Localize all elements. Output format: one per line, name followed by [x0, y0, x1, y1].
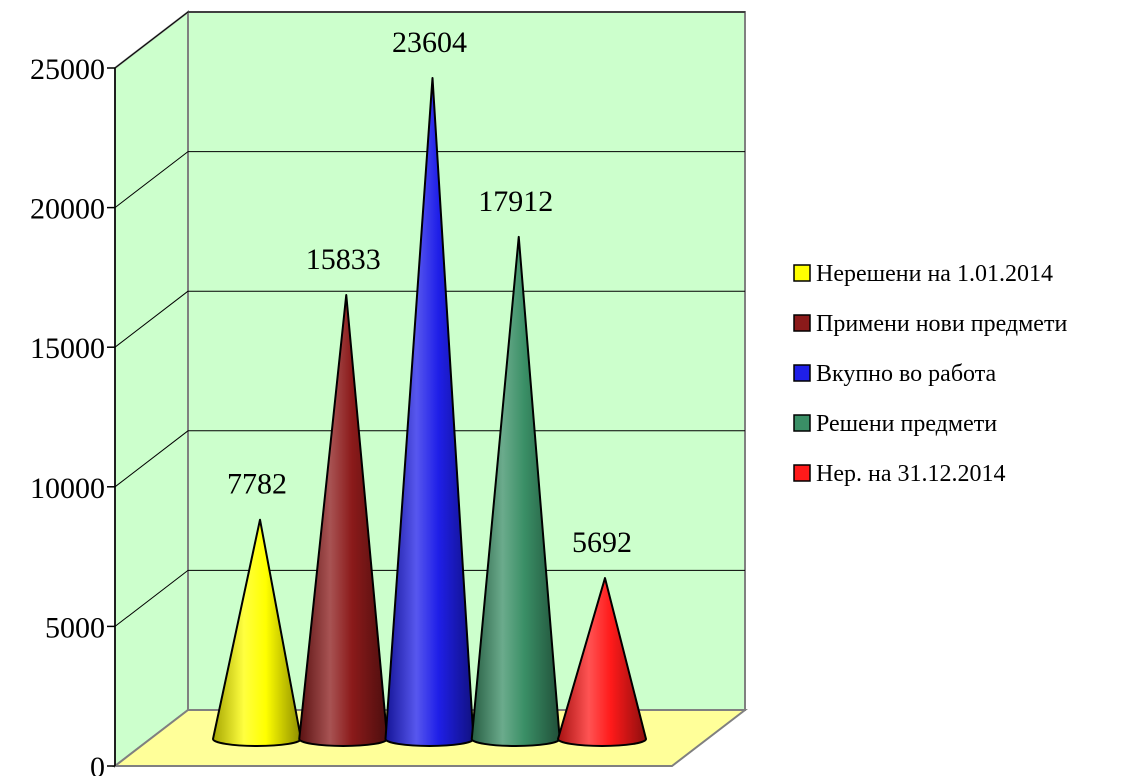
legend-swatch: [793, 264, 811, 282]
legend-entry: Решени предмети: [816, 411, 997, 437]
y-tick-label: 15000: [30, 332, 105, 365]
legend-swatch: [793, 314, 811, 332]
data-label: 17912: [478, 185, 553, 218]
cone: [212, 518, 302, 747]
cone: [298, 293, 389, 747]
gridlines: [114, 11, 745, 627]
gridline-side: [114, 430, 189, 488]
y-tick-label: 5000: [45, 611, 105, 644]
legend-entry: Вкупно во работа: [816, 361, 997, 387]
gridline-side: [114, 151, 189, 208]
gridline-side: [114, 290, 189, 348]
y-tick-label: 0: [90, 751, 105, 776]
y-tick-label: 10000: [30, 472, 105, 505]
side-wall: [114, 9, 189, 769]
gridline-side: [114, 11, 189, 69]
legend-swatch: [793, 464, 811, 482]
legend-entry: Нер. на 31.12.2014: [816, 461, 1005, 487]
cone: [557, 577, 647, 747]
y-tick-label: 20000: [30, 193, 105, 226]
data-label: 5692: [572, 526, 632, 559]
gridline-side: [114, 570, 189, 627]
cone: [384, 76, 475, 747]
legend-entry: Примени нови предмети: [816, 311, 1067, 337]
y-tick-label: 25000: [30, 53, 105, 86]
y-axis: 0 5000 10000 15000 20000 25000: [30, 53, 116, 776]
data-label: 15833: [306, 243, 381, 276]
cone: [470, 235, 561, 747]
legend-entry: Нерешени на 1.01.2014: [816, 261, 1053, 287]
data-label: 23604: [392, 26, 467, 59]
cones: [212, 76, 647, 747]
data-labels: 7782 15833 23604 17912 5692: [227, 26, 632, 559]
legend-swatch: [793, 364, 811, 382]
data-label: 7782: [227, 468, 287, 501]
legend-swatch: [793, 414, 811, 432]
legend: Нерешени на 1.01.2014 Примени нови предме…: [793, 261, 1067, 487]
